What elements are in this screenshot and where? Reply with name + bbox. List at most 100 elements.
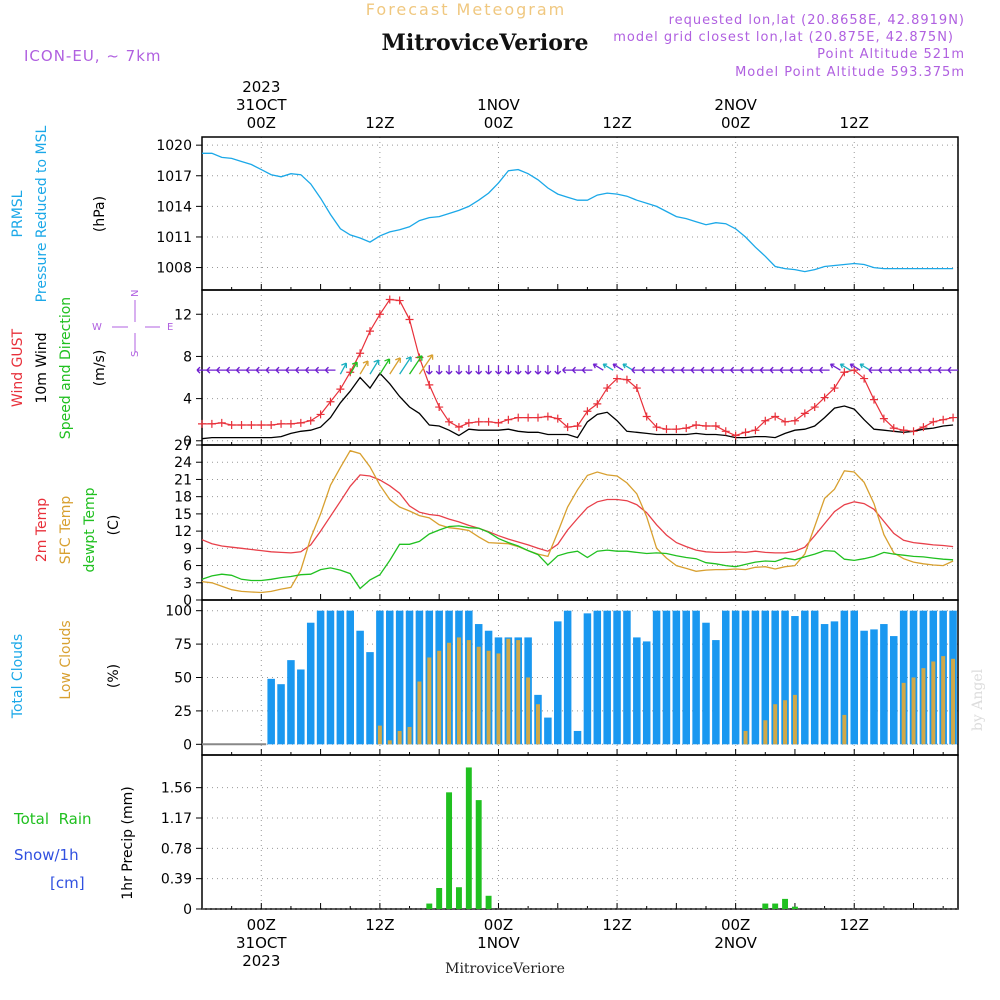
wind-arrow — [749, 366, 761, 374]
wind-arrow — [305, 366, 316, 374]
total-clouds-bar — [682, 610, 690, 745]
wind-arrow — [359, 360, 369, 375]
low-clouds-bar — [466, 640, 471, 745]
gust-point — [306, 416, 315, 425]
wind-arrow — [514, 365, 522, 375]
series-sfc-temp-line — [201, 449, 954, 594]
panel-precip: 1.56 1.17 0.78 0.39 0 — [161, 754, 959, 918]
compass-w: W — [92, 322, 102, 333]
top-hour-label: 00Z — [247, 114, 276, 132]
gust-point — [207, 419, 216, 428]
wind-arrow — [275, 366, 287, 374]
top-hour-label: 12Z — [602, 114, 631, 132]
compass-s: S — [130, 351, 141, 357]
wind-arrow — [408, 355, 423, 375]
wind-arrow — [216, 366, 227, 374]
series-10m-wind-line — [201, 372, 954, 440]
low-clouds-bar — [447, 642, 452, 745]
gust-point — [198, 419, 206, 428]
bottom-hour-label: 12Z — [840, 916, 869, 934]
chart-subtitle: Forecast Meteogram — [366, 0, 566, 19]
series-gust-line — [202, 298, 954, 437]
rain-bar — [782, 898, 789, 909]
total-clouds-bar — [860, 630, 868, 745]
bottom-hour-label: 00Z — [484, 916, 513, 934]
temp-unit: (C) — [106, 515, 122, 536]
gust-point — [316, 410, 325, 419]
snow-unit-label: [cm] — [50, 874, 85, 892]
ytick-label: 0 — [183, 902, 192, 918]
top-year-label: 2023 — [242, 78, 280, 96]
gust-point — [494, 418, 503, 427]
rain-bar — [772, 903, 779, 909]
wind-direction-label: Speed and Direction — [58, 297, 74, 439]
ytick-label: 0.78 — [161, 841, 192, 857]
total-clouds-bar — [722, 610, 730, 745]
low-clouds-bar — [506, 638, 511, 745]
model-point-altitude: Model Point Altitude 593.375m — [735, 65, 965, 80]
total-clouds-bar — [652, 610, 661, 745]
low-clouds-bar — [427, 657, 432, 745]
top-hour-label: 00Z — [484, 114, 513, 132]
wind-arrow — [680, 366, 692, 374]
gust-point — [889, 424, 898, 433]
gust-point — [800, 409, 809, 418]
model-name: ICON-EU, ~ 7km — [24, 47, 162, 65]
top-hour-label: 12Z — [365, 114, 394, 132]
total-clouds-bar — [316, 610, 325, 745]
wind-arrow — [236, 366, 247, 374]
gust-point — [652, 423, 661, 432]
low-clouds-bar — [921, 668, 926, 745]
gust-point — [810, 403, 819, 412]
wind-arrow — [349, 361, 358, 375]
ytick-label: 1017 — [156, 169, 192, 185]
wind-arrow — [888, 366, 899, 374]
total-clouds-bar — [642, 641, 651, 745]
wind-arrow — [485, 365, 493, 375]
gust-point — [919, 423, 928, 432]
ytick-label: 15 — [174, 507, 192, 523]
gust-point — [464, 418, 473, 427]
ytick-label: 1.17 — [161, 811, 192, 827]
total-clouds-bar — [890, 636, 898, 745]
low-clouds-bar — [407, 726, 412, 745]
point-altitude: Point Altitude 521m — [817, 47, 965, 62]
footer-location: MitroviceVeriore — [445, 961, 565, 977]
wind-arrow — [670, 366, 682, 374]
wind-arrow — [661, 366, 672, 374]
gust-point — [286, 419, 295, 428]
temp-labels: 2m Temp SFC Temp dewpt Temp (C) — [34, 487, 122, 572]
wind-arrow — [572, 366, 583, 374]
ytick-label: 8 — [183, 349, 192, 365]
total-clouds-bar — [880, 624, 888, 745]
gust-point — [741, 428, 750, 437]
total-clouds-bar — [366, 652, 374, 745]
gust-point — [781, 417, 790, 426]
gust-point — [702, 422, 710, 431]
wind-arrow — [592, 363, 604, 371]
wind-arrow — [917, 366, 929, 374]
wind-arrow — [554, 365, 562, 375]
wind-arrow — [295, 366, 306, 374]
gust-point — [751, 426, 760, 435]
gust-point — [840, 368, 849, 377]
gust-point — [899, 426, 908, 435]
rain-bar — [436, 888, 443, 909]
closest-coords: model grid closest lon,lat (20.875E, 42.… — [613, 30, 954, 45]
low-clouds-bar — [476, 646, 481, 745]
bottom-hour-label: 12Z — [602, 916, 631, 934]
total-clouds-bar — [376, 610, 384, 745]
temp-2m-label: 2m Temp — [34, 498, 50, 562]
wind-arrow — [475, 365, 483, 375]
ytick-label: 0 — [183, 593, 192, 609]
low-clouds-label: Low Clouds — [58, 620, 74, 699]
ytick-label: 1014 — [156, 199, 192, 215]
pressure-label-msl: Pressure Reduced to MSL — [34, 125, 50, 302]
total-clouds-bar — [277, 684, 285, 745]
gust-point — [642, 412, 651, 421]
wind-arrow — [779, 366, 791, 374]
wind-10m-label: 10m Wind — [34, 332, 50, 403]
ytick-label: 12 — [174, 307, 192, 323]
